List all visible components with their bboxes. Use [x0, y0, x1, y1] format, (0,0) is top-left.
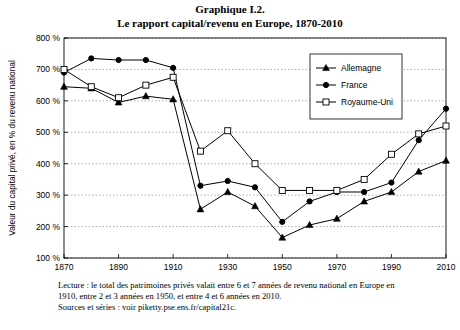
- legend-marker: [323, 99, 329, 105]
- x-tick-label: 2010: [437, 262, 456, 272]
- point: [225, 128, 231, 134]
- point: [415, 168, 422, 174]
- point: [197, 206, 204, 212]
- x-tick-label: 1990: [382, 262, 401, 272]
- y-axis-label: Valeur du capital privé, en % du revenu …: [7, 60, 17, 236]
- x-tick-label: 1970: [327, 262, 346, 272]
- legend-label: Royaume-Uni: [341, 97, 393, 107]
- chart: Graphique I.2. Le rapport capital/revenu …: [0, 0, 460, 330]
- plot-frame: [64, 38, 446, 258]
- y-tick-label: 300 %: [36, 190, 61, 200]
- grid-line: [64, 226, 446, 227]
- point: [361, 176, 367, 182]
- point: [143, 82, 149, 88]
- point: [225, 178, 230, 183]
- note: 1910, entre 2 et 3 années en 1950, et en…: [58, 291, 281, 301]
- legend-label: Allemagne: [341, 63, 381, 73]
- point: [362, 189, 367, 194]
- x-tick: [336, 254, 337, 258]
- subtitle: Le rapport capital/revenu en Europe, 187…: [117, 17, 343, 29]
- point: [279, 234, 286, 240]
- x-tick: [173, 254, 174, 258]
- y-tick: [64, 226, 68, 227]
- y-tick-label: 200 %: [36, 222, 61, 232]
- point: [443, 157, 450, 163]
- x-tick-label: 1890: [109, 262, 128, 272]
- y-tick-label: 500 %: [36, 127, 61, 137]
- grid-line: [64, 132, 446, 133]
- y-tick-label: 400 %: [36, 159, 61, 169]
- y-tick: [64, 132, 68, 133]
- note: Lecture : le total des patrimoines privé…: [58, 280, 395, 290]
- point: [143, 57, 148, 62]
- point: [361, 198, 368, 204]
- point: [307, 187, 313, 193]
- x-tick-label: 1910: [164, 262, 183, 272]
- note: Sources et séries : voir piketty.pse.ens…: [58, 302, 236, 312]
- point: [252, 161, 258, 167]
- point: [388, 151, 394, 157]
- x-tick: [391, 254, 392, 258]
- y-tick: [64, 195, 68, 196]
- legend-marker: [323, 64, 330, 70]
- point: [198, 183, 203, 188]
- point: [142, 93, 149, 99]
- x-tick: [118, 254, 119, 258]
- y-tick-label: 800 %: [36, 33, 61, 43]
- point: [170, 74, 176, 80]
- point: [89, 56, 94, 61]
- y-tick: [64, 100, 68, 101]
- point: [252, 203, 259, 209]
- x-tick-label: 1930: [218, 262, 237, 272]
- y-tick-label: 700 %: [36, 64, 61, 74]
- point: [197, 148, 203, 154]
- point: [61, 66, 67, 72]
- point: [279, 187, 285, 193]
- point: [88, 84, 94, 90]
- point: [224, 188, 231, 194]
- y-tick: [64, 163, 68, 164]
- point: [306, 221, 313, 227]
- point: [443, 106, 448, 111]
- point: [252, 185, 257, 190]
- x-tick-label: 1950: [273, 262, 292, 272]
- point: [61, 83, 68, 89]
- point: [388, 188, 395, 194]
- point: [333, 215, 340, 221]
- point: [416, 138, 421, 143]
- x-tick: [227, 254, 228, 258]
- legend-label: France: [341, 80, 368, 90]
- point: [88, 85, 95, 91]
- point: [170, 96, 177, 102]
- x-tick-label: 1870: [55, 262, 74, 272]
- point: [389, 180, 394, 185]
- point: [416, 131, 422, 137]
- title: Graphique I.2.: [195, 3, 265, 15]
- point: [171, 65, 176, 70]
- point: [334, 187, 340, 193]
- point: [280, 219, 285, 224]
- point: [307, 199, 312, 204]
- legend-box: [310, 54, 402, 119]
- legend-marker: [323, 82, 328, 87]
- point: [443, 123, 449, 129]
- x-tick: [282, 254, 283, 258]
- point: [116, 57, 121, 62]
- y-tick-label: 600 %: [36, 96, 61, 106]
- legend: Allemagne France Royaume-Uni: [310, 54, 402, 119]
- point: [116, 95, 122, 101]
